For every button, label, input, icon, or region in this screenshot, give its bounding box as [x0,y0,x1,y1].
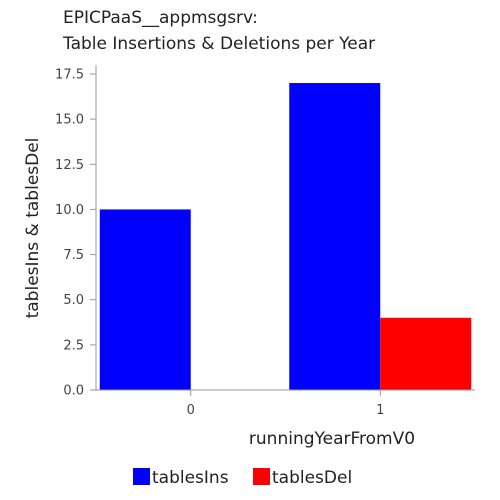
x-tick-label: 1 [376,403,384,418]
x-tick-label: 0 [187,403,195,418]
legend-swatch-tablesDel [253,468,270,485]
y-tick-label: 2.5 [63,338,84,353]
bar-tablesIns-0 [99,209,191,390]
bar-tablesDel-1 [380,317,472,390]
y-tick-label: 10.0 [55,203,84,218]
bars [99,83,472,391]
x-axis-label: runningYearFromV0 [249,429,415,449]
y-tick-label: 15.0 [55,113,84,128]
legend: tablesIns tablesDel [133,468,352,488]
chart-title-line-2: Table Insertions & Deletions per Year [62,34,375,54]
y-tick-label: 12.5 [55,158,84,173]
bar-tablesIns-1 [289,83,381,391]
y-tick-label: 7.5 [63,248,84,263]
y-axis-ticks: 0.0 2.5 5.0 7.5 10.0 12.5 15.0 17.5 [55,68,96,399]
y-tick-label: 0.0 [63,384,84,399]
y-axis-label: tablesIns & tablesDel [23,138,43,319]
chart-title-line-1: EPICPaaS__appmsgsrv: [63,8,258,28]
legend-label-tablesDel: tablesDel [272,468,352,488]
legend-label-tablesIns: tablesIns [152,468,229,488]
y-tick-label: 17.5 [55,68,84,83]
legend-swatch-tablesIns [133,468,150,485]
y-tick-label: 5.0 [63,293,84,308]
